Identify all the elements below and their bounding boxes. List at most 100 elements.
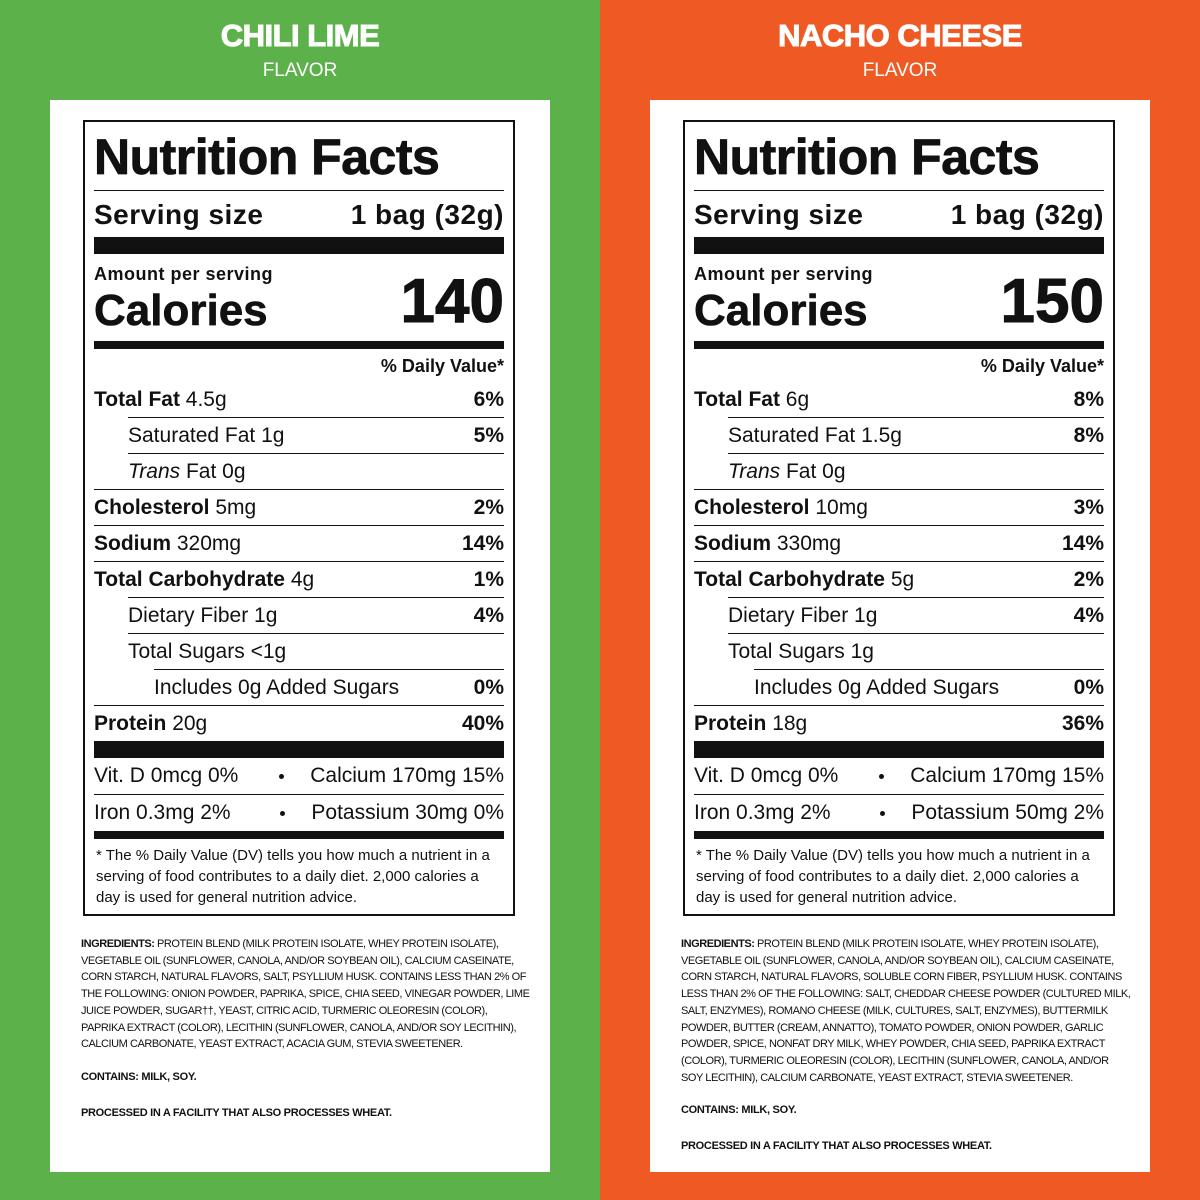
nutrient-amount: 1.5g (861, 423, 902, 447)
nutrient-name: Total Fat (694, 387, 780, 411)
nutrient-name: Total Sugars (128, 639, 245, 663)
ingredients-text: PROTEIN BLEND (MILK PROTEIN ISOLATE, WHE… (681, 938, 1131, 1084)
daily-value: 8% (1073, 387, 1104, 411)
nutrient: Protein 18g (694, 712, 807, 736)
nutrient-amount: 1g (254, 603, 278, 627)
calories-label: Calories (694, 286, 868, 335)
contains: CONTAINS: MILK, SOY. (681, 1104, 797, 1116)
facility-note: PROCESSED IN A FACILITY THAT ALSO PROCES… (81, 1107, 392, 1119)
nutrient-row: Dietary Fiber 1g 4% (728, 597, 1104, 633)
separator-dot (280, 810, 286, 816)
vitamin-row: Iron 0.3mg 2% Potassium 30mg 0% (94, 794, 504, 831)
nutrient-row: Trans Fat 0g (728, 453, 1104, 489)
serving-label: Serving size (94, 199, 264, 230)
nutrient-name: Saturated Fat (728, 423, 856, 447)
daily-value: 2% (473, 495, 504, 519)
daily-value: 5% (473, 423, 504, 447)
divider (694, 237, 1104, 254)
separator-dot (880, 810, 886, 816)
nutrient-name: Cholesterol (94, 495, 210, 519)
nutrient-row: Trans Fat 0g (128, 453, 504, 489)
vitamin: Calcium 170mg 15% (910, 764, 1104, 787)
serving-row: Serving size 1 bag (32g) (94, 191, 504, 237)
nutrient-amount: 1g (854, 603, 878, 627)
label-title: Nutrition Facts (94, 122, 504, 191)
daily-value: 2% (1073, 567, 1104, 591)
nutrient: Total Sugars 1g (728, 640, 874, 664)
vitamin-row: Iron 0.3mg 2% Potassium 50mg 2% (694, 794, 1104, 831)
nutrient-name: Includes 0g Added Sugars (154, 675, 400, 699)
nutrient-name: Sodium (94, 531, 171, 555)
nutrient-name: Protein (694, 711, 767, 735)
label-title: Nutrition Facts (694, 122, 1104, 191)
daily-value: 1% (473, 567, 504, 591)
calories-row: Calories 140 (94, 270, 505, 341)
nutrient-name: Fat (785, 459, 817, 483)
divider (94, 831, 504, 839)
divider (694, 831, 1104, 839)
nutrient: Total Carbohydrate 4g (94, 568, 314, 592)
nutrient: Cholesterol 5mg (94, 496, 256, 520)
ingredients: INGREDIENTS: PROTEIN BLEND (MILK PROTEIN… (681, 936, 1131, 1086)
daily-value: 6% (473, 387, 504, 411)
daily-value: 40% (461, 711, 504, 735)
separator-dot (879, 773, 885, 779)
amount-per-serving: Amount per serving (94, 264, 274, 284)
nutrient-name: Total Carbohydrate (94, 567, 285, 591)
nutrient-amount: 0g (222, 459, 246, 483)
nutrient-row: Total Sugars 1g (728, 633, 1104, 669)
flavor-subtitle: FLAVOR (862, 60, 938, 81)
nutrient-amount: 1g (261, 423, 285, 447)
vitamin: Potassium 30mg 0% (311, 801, 504, 824)
daily-value: 3% (1073, 495, 1104, 519)
nutrient: Saturated Fat 1.5g (728, 424, 902, 448)
nutrient-row: Protein 18g 36% (694, 705, 1104, 741)
nutrition-label: Nutrition Facts Serving size 1 bag (32g) Am… (683, 120, 1115, 916)
vitamin: Potassium 50mg 2% (911, 801, 1104, 824)
nutrition-label: Nutrition Facts Serving size 1 bag (32g) Am… (83, 120, 515, 916)
daily-value: 4% (473, 603, 504, 627)
nutrient-name: Total Sugars (728, 639, 845, 663)
nutrient-amount: 320mg (176, 531, 242, 555)
footnote: * The % Daily Value (DV) tells you how m… (696, 847, 1090, 906)
nutrient-row: Total Fat 6g 8% (694, 382, 1104, 417)
nutrient-amount: 1g (850, 639, 874, 663)
nutrient-name: Includes 0g Added Sugars (754, 675, 1000, 699)
nutrient-amount: 5g (890, 567, 915, 591)
nutrient-amount: 10mg (815, 495, 868, 519)
flavor-title: CHILI LIME (220, 18, 380, 54)
ingredients-label: INGREDIENTS: (681, 938, 755, 950)
daily-value: 4% (1073, 603, 1104, 627)
daily-value: 0% (473, 675, 504, 699)
footnote: * The % Daily Value (DV) tells you how m… (96, 847, 490, 906)
nutrient-amount: 0g (822, 459, 846, 483)
nutrient-amount: 4g (290, 567, 315, 591)
ingredients-text: PROTEIN BLEND (MILK PROTEIN ISOLATE, WHE… (81, 938, 530, 1051)
divider (94, 741, 504, 758)
card: Nutrition Facts Serving size 1 bag (32g) Am… (50, 100, 550, 1172)
nutrient-name: Saturated Fat (128, 423, 256, 447)
serving-label: Serving size (694, 199, 864, 230)
nutrient: Total Fat 4.5g (94, 388, 227, 412)
nutrient-name-italic: Trans (728, 459, 781, 483)
nutrient-row: Protein 20g 40% (94, 705, 504, 741)
nutrient-name: Cholesterol (694, 495, 810, 519)
nutrient-row: Saturated Fat 1.5g 8% (728, 417, 1104, 453)
divider (694, 741, 1104, 758)
nutrient-name: Dietary Fiber (728, 603, 849, 627)
nutrient-row: Cholesterol 5mg 2% (94, 489, 504, 525)
nutrient-row: Cholesterol 10mg 3% (694, 489, 1104, 525)
nutrient: Includes 0g Added Sugars (754, 676, 999, 700)
nutrient-amount: 18g (772, 711, 808, 735)
nutrient-name: Total Carbohydrate (694, 567, 885, 591)
nutrient-name-italic: Trans (128, 459, 181, 483)
nutrient: Includes 0g Added Sugars (154, 676, 399, 700)
nutrient-row: Total Carbohydrate 4g 1% (94, 561, 504, 597)
vitamin: Iron 0.3mg 2% (94, 801, 231, 824)
flavor-subtitle: FLAVOR (262, 60, 338, 81)
daily-value: 14% (1061, 531, 1104, 555)
panel: NACHO CHEESE FLAVOR Nutrition Facts Serving… (600, 0, 1200, 1200)
nutrient: Cholesterol 10mg (694, 496, 868, 520)
nutrient-row: Sodium 320mg 14% (94, 525, 504, 561)
